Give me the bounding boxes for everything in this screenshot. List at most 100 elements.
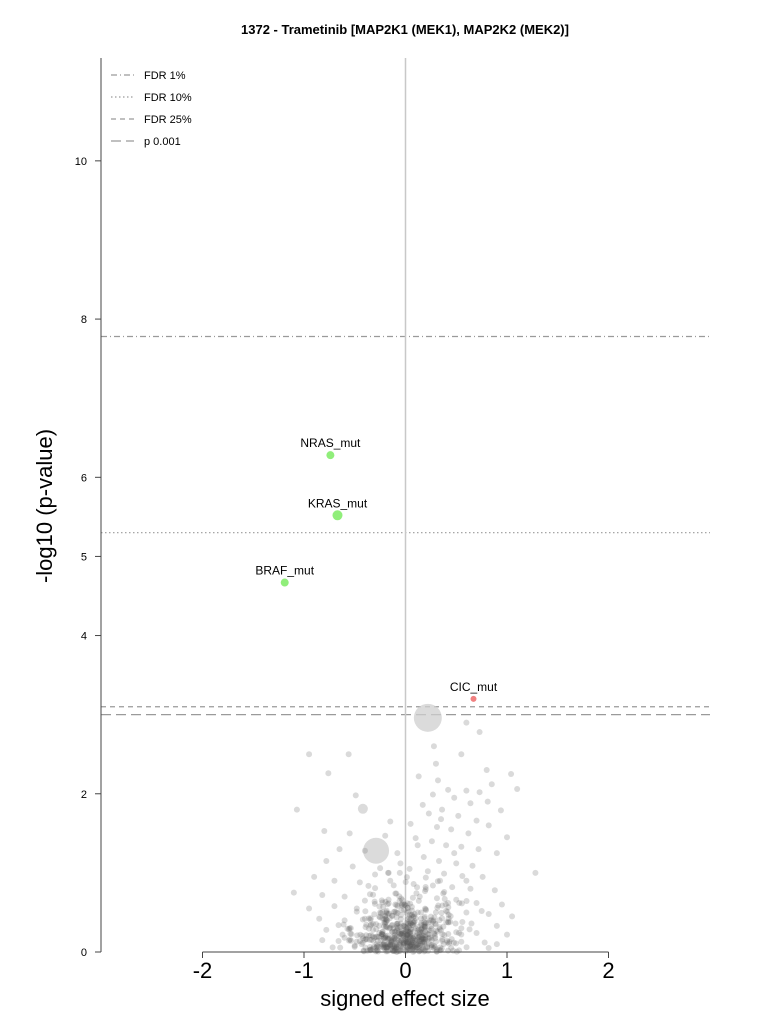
data-point [353,908,360,915]
data-point [389,928,396,935]
data-point [390,947,397,954]
data-point [402,939,409,946]
data-point [414,941,421,948]
data-point [439,937,446,944]
data-point [447,913,454,920]
data-point [401,923,408,930]
data-point [389,912,396,919]
highlight-point [280,578,289,587]
data-point [407,942,414,949]
data-point [415,926,422,933]
y-tick-label: 5 [81,551,87,563]
data-point [433,938,440,945]
data-point [373,933,380,940]
data-point [386,910,393,917]
data-point [319,937,326,944]
data-point [417,926,424,933]
data-point [428,942,435,949]
data-point [403,939,410,946]
data-point [403,940,410,947]
data-point [400,940,407,947]
data-point [387,924,394,931]
data-point [374,942,381,949]
data-point [379,915,386,922]
data-point [405,928,412,935]
data-point [391,944,398,951]
data-point [473,899,480,906]
data-point [405,945,412,952]
data-point [408,943,415,950]
data-point [463,877,470,884]
data-point [357,803,368,814]
data-point [391,947,398,954]
data-point [405,920,412,927]
data-point [393,948,400,955]
data-point [435,902,442,909]
data-point [532,869,539,876]
data-point [376,922,383,929]
data-point [412,933,419,940]
data-point [351,943,358,950]
data-point [341,893,348,900]
data-point [419,946,426,953]
data-point [381,944,388,951]
data-point [445,947,452,954]
point-label: BRAF_mut [255,564,314,578]
data-point [433,895,440,902]
data-point [361,936,368,943]
data-point [414,944,421,951]
data-point [415,945,422,952]
data-point [434,904,441,911]
data-point [436,947,443,954]
data-point [400,940,407,947]
data-point [473,930,480,937]
data-point [432,921,439,928]
data-point [404,900,411,907]
data-point [393,920,400,927]
data-point [434,878,441,885]
data-point [418,925,425,932]
data-point [408,907,415,914]
data-point [410,945,417,952]
data-point [401,901,408,908]
data-point [392,936,399,943]
data-point [419,935,426,942]
data-point [347,930,354,937]
data-point [380,923,387,930]
data-point [403,874,410,881]
data-point [391,934,398,941]
data-point [363,936,370,943]
data-point [376,929,383,936]
data-point [375,943,382,950]
data-point [379,929,386,936]
data-point [445,919,452,926]
data-point [417,947,424,954]
data-point [420,929,427,936]
data-point [362,935,369,942]
y-tick-label: 0 [81,947,87,959]
data-point [406,911,413,918]
data-point [398,937,405,944]
data-point [402,879,409,886]
data-point [364,947,371,954]
data-point [381,920,388,927]
data-point [422,947,429,954]
data-point [485,945,492,952]
data-point [431,930,438,937]
data-point [437,944,444,951]
data-point [431,914,438,921]
data-point [416,938,423,945]
data-point [422,923,429,930]
data-point [417,915,424,922]
data-point [402,924,409,931]
data-point [391,928,398,935]
data-point [402,948,409,955]
data-point [341,917,348,924]
data-point [407,947,414,954]
data-point [497,807,504,814]
data-point [382,915,389,922]
data-point [387,941,394,948]
data-point [440,923,447,930]
data-point [398,931,405,938]
